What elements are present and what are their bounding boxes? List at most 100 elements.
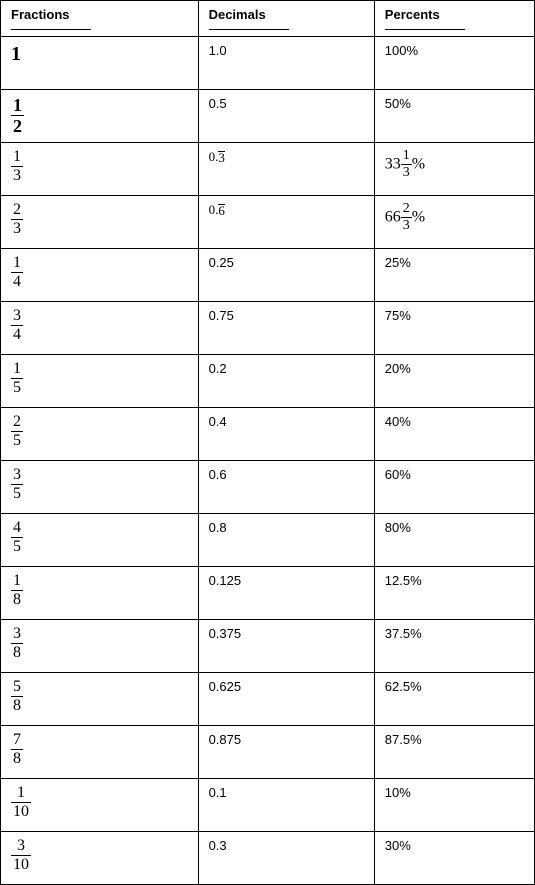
percent-value: 37.5% [385, 626, 422, 641]
percent-value: 60% [385, 467, 411, 482]
cell-percent: 62.5% [374, 673, 534, 726]
table-row: 250.440% [1, 408, 535, 461]
fraction: 23 [401, 202, 412, 233]
cell-decimal: 0.375 [198, 620, 374, 673]
cell-fraction: 110 [1, 779, 199, 832]
fraction-numerator: 7 [11, 732, 23, 749]
fraction-denominator: 10 [11, 802, 31, 820]
fraction-numerator: 1 [11, 96, 24, 115]
fraction-denominator: 5 [11, 431, 23, 449]
cell-fraction: 34 [1, 302, 199, 355]
fraction-whole: 1 [11, 43, 21, 65]
cell-percent: 25% [374, 249, 534, 302]
col-header-percents: Percents [374, 1, 534, 37]
cell-fraction: 58 [1, 673, 199, 726]
fraction-numerator: 1 [11, 573, 23, 590]
cell-decimal: 0.6 [198, 196, 374, 249]
table-row: 110 0.1 10% [1, 779, 535, 832]
header-underline [11, 29, 91, 30]
fraction-numerator: 3 [11, 838, 31, 855]
cell-decimal: 0.75 [198, 302, 374, 355]
fraction: 35 [11, 467, 23, 502]
percent-whole: 33 [385, 156, 401, 173]
fraction: 45 [11, 520, 23, 555]
decimal-value: 0.375 [209, 626, 242, 641]
table-row: 45 0.8 80% [1, 514, 535, 567]
table-row: 180.12512.5% [1, 567, 535, 620]
fraction: 25 [11, 414, 23, 449]
cell-percent: 100% [374, 37, 534, 90]
decimal-value: 0.625 [209, 679, 242, 694]
fraction: 13 [401, 149, 412, 180]
fraction-denominator: 4 [11, 325, 23, 343]
cell-percent: 60% [374, 461, 534, 514]
cell-decimal: 0.1 [198, 779, 374, 832]
fraction-denominator: 3 [401, 164, 412, 180]
percent-value: 100% [385, 43, 418, 58]
percent-value: 20% [385, 361, 411, 376]
fraction-numerator: 2 [401, 202, 412, 217]
percent-value: 10% [385, 785, 411, 800]
fraction-denominator: 3 [11, 166, 23, 184]
decimal-value: 0.1 [209, 785, 227, 800]
fraction-numerator: 5 [11, 679, 23, 696]
table-row: 15 0.2 20% [1, 355, 535, 408]
fraction: 23 [11, 202, 23, 237]
fraction-denominator: 8 [11, 696, 23, 714]
fraction: 14 [11, 255, 23, 290]
cell-fraction: 78 [1, 726, 199, 779]
fraction-denominator: 3 [11, 219, 23, 237]
fraction-numerator: 3 [11, 626, 23, 643]
cell-percent: 10% [374, 779, 534, 832]
cell-percent: 80% [374, 514, 534, 567]
fraction-numerator: 1 [401, 149, 412, 164]
cell-fraction: 15 [1, 355, 199, 408]
fraction-denominator: 5 [11, 537, 23, 555]
decimal-value: 0.4 [209, 414, 227, 429]
percent-mixed: 6623% [385, 208, 425, 225]
decimal-repeating: 0.6 [209, 202, 225, 217]
table-row: 130.33313% [1, 143, 535, 196]
percent-value: 25% [385, 255, 411, 270]
cell-decimal: 0.4 [198, 408, 374, 461]
cell-percent: 50% [374, 90, 534, 143]
decimal-repeat-digit: 6 [218, 204, 225, 217]
table-row: 780.87587.5% [1, 726, 535, 779]
fraction-numerator: 4 [11, 520, 23, 537]
fraction: 18 [11, 573, 23, 608]
cell-decimal: 0.625 [198, 673, 374, 726]
decimal-value: 1.0 [209, 43, 227, 58]
cell-fraction: 18 [1, 567, 199, 620]
cell-decimal: 0.25 [198, 249, 374, 302]
fraction-denominator: 2 [11, 115, 24, 135]
table-row: 58 0.625 62.5% [1, 673, 535, 726]
cell-fraction: 13 [1, 143, 199, 196]
fraction: 38 [11, 626, 23, 661]
cell-percent: 3313% [374, 143, 534, 196]
fraction-numerator: 3 [11, 467, 23, 484]
table-row: 35 0.6 60% [1, 461, 535, 514]
fraction: 12 [11, 96, 24, 135]
cell-fraction: 35 [1, 461, 199, 514]
decimal-value: 0.2 [209, 361, 227, 376]
header-underline [209, 29, 289, 30]
cell-percent: 30% [374, 832, 534, 885]
percent-whole: 66 [385, 209, 401, 226]
fraction: 78 [11, 732, 23, 767]
fraction-denominator: 8 [11, 643, 23, 661]
table-header-row: Fractions Decimals Percents [1, 1, 535, 37]
fraction-numerator: 2 [11, 414, 23, 431]
fraction-denominator: 8 [11, 590, 23, 608]
fraction-numerator: 1 [11, 255, 23, 272]
fraction-numerator: 1 [11, 149, 23, 166]
cell-decimal: 0.6 [198, 461, 374, 514]
cell-fraction: 38 [1, 620, 199, 673]
fraction-numerator: 3 [11, 308, 23, 325]
percent-suffix: % [412, 156, 425, 173]
decimal-value: 0.8 [209, 520, 227, 535]
table-row: 1 1.0 100% [1, 37, 535, 90]
fraction-denominator: 3 [401, 217, 412, 233]
decimal-value: 0.5 [209, 96, 227, 111]
cell-fraction: 45 [1, 514, 199, 567]
cell-percent: 6623% [374, 196, 534, 249]
